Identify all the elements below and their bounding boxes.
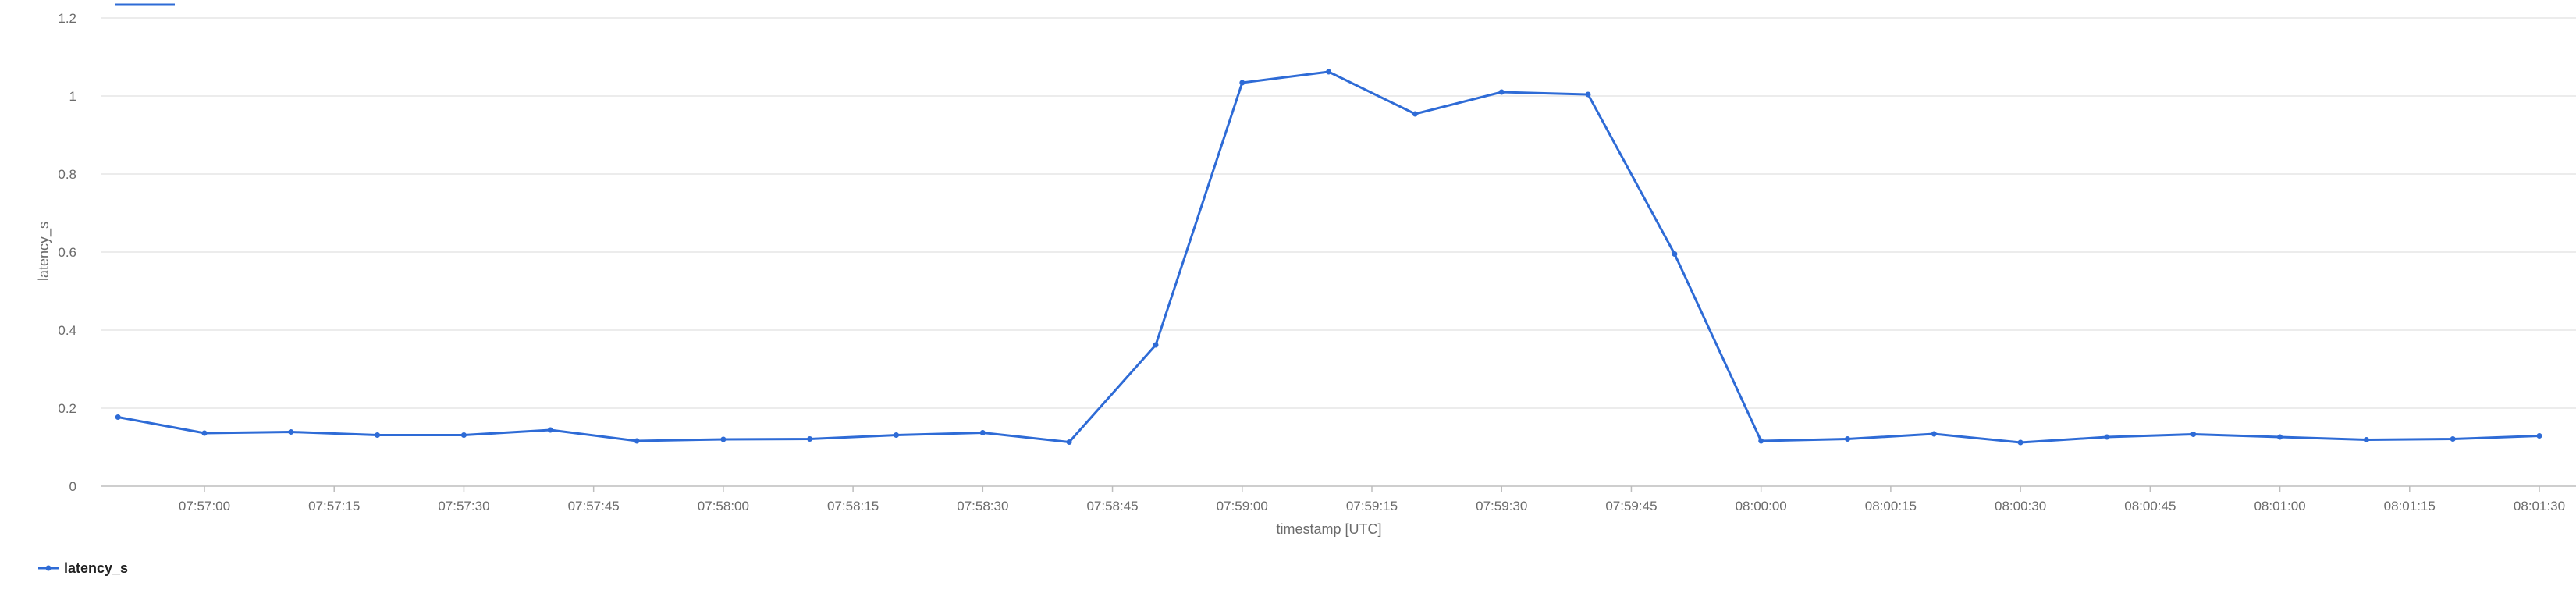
y-tick-labels: 0 0.2 0.4 0.6 0.8 1 1.2	[58, 11, 76, 494]
data-point[interactable]	[547, 427, 553, 433]
data-point[interactable]	[1498, 89, 1505, 95]
x-tick-label: 08:00:45	[2124, 499, 2176, 513]
y-tick-label: 0.6	[58, 245, 76, 260]
x-tick-label: 07:59:30	[1476, 499, 1527, 513]
y-tick-label: 0.8	[58, 167, 76, 182]
data-point[interactable]	[720, 436, 727, 442]
x-tick-label: 07:59:00	[1217, 499, 1268, 513]
data-point[interactable]	[2017, 439, 2023, 446]
y-tick-label: 1	[69, 89, 76, 104]
data-point[interactable]	[115, 414, 121, 420]
x-tick-label: 07:58:30	[957, 499, 1008, 513]
x-tick-label: 07:57:00	[179, 499, 230, 513]
legend-label: latency_s	[64, 560, 128, 576]
data-point[interactable]	[460, 432, 467, 438]
data-point[interactable]	[1585, 91, 1591, 98]
x-tick-label: 07:58:00	[698, 499, 749, 513]
data-point[interactable]	[1239, 80, 1245, 86]
data-point[interactable]	[375, 432, 381, 438]
y-tick-label: 0.4	[58, 323, 76, 338]
data-point[interactable]	[1758, 438, 1764, 444]
series-layer	[115, 69, 2542, 446]
x-tick-label: 07:58:15	[827, 499, 879, 513]
x-axis-title: timestamp [UTC]	[1276, 521, 1381, 537]
x-tick-label: 08:01:30	[2514, 499, 2565, 513]
data-point[interactable]	[1326, 69, 1332, 75]
legend-marker	[45, 565, 52, 571]
legend[interactable]: latency_s	[38, 560, 128, 576]
gridlines	[101, 17, 2576, 409]
data-point[interactable]	[2450, 436, 2456, 442]
y-tick-label: 1.2	[58, 11, 76, 26]
data-point[interactable]	[1845, 436, 1850, 442]
series-line	[117, 70, 2540, 444]
data-point[interactable]	[2536, 433, 2542, 439]
data-point[interactable]	[201, 430, 208, 436]
x-tick-label: 08:01:00	[2254, 499, 2305, 513]
x-tick-label: 07:58:45	[1086, 499, 1138, 513]
x-tick-label: 07:57:45	[568, 499, 620, 513]
data-point[interactable]	[1672, 251, 1678, 257]
data-point[interactable]	[1931, 431, 1937, 437]
data-point[interactable]	[2277, 434, 2283, 440]
data-point[interactable]	[634, 438, 640, 444]
x-tick-label: 08:00:30	[1995, 499, 2046, 513]
y-axis-title: latency_s	[36, 222, 52, 281]
data-point[interactable]	[979, 430, 986, 435]
x-tick-labels: 07:57:00 07:57:15 07:57:30 07:57:45 07:58:00…	[179, 486, 2565, 513]
data-point[interactable]	[288, 429, 294, 435]
data-point[interactable]	[2363, 437, 2369, 442]
data-point[interactable]	[1412, 111, 1418, 117]
x-tick-label: 07:57:15	[308, 499, 360, 513]
x-tick-label: 08:01:15	[2384, 499, 2436, 513]
y-tick-label: 0	[69, 479, 76, 494]
x-tick-label: 07:59:15	[1346, 499, 1398, 513]
x-tick-label: 08:00:15	[1865, 499, 1917, 513]
x-tick-label: 07:57:30	[438, 499, 489, 513]
y-tick-label: 0.2	[58, 401, 76, 416]
data-point[interactable]	[1153, 342, 1159, 348]
x-tick-label: 08:00:00	[1736, 499, 1787, 513]
data-point[interactable]	[807, 436, 813, 442]
data-point[interactable]	[894, 432, 899, 438]
x-tick-label: 07:59:45	[1605, 499, 1657, 513]
data-point[interactable]	[2104, 434, 2110, 440]
data-point[interactable]	[1066, 439, 1072, 445]
data-point[interactable]	[2190, 432, 2197, 437]
